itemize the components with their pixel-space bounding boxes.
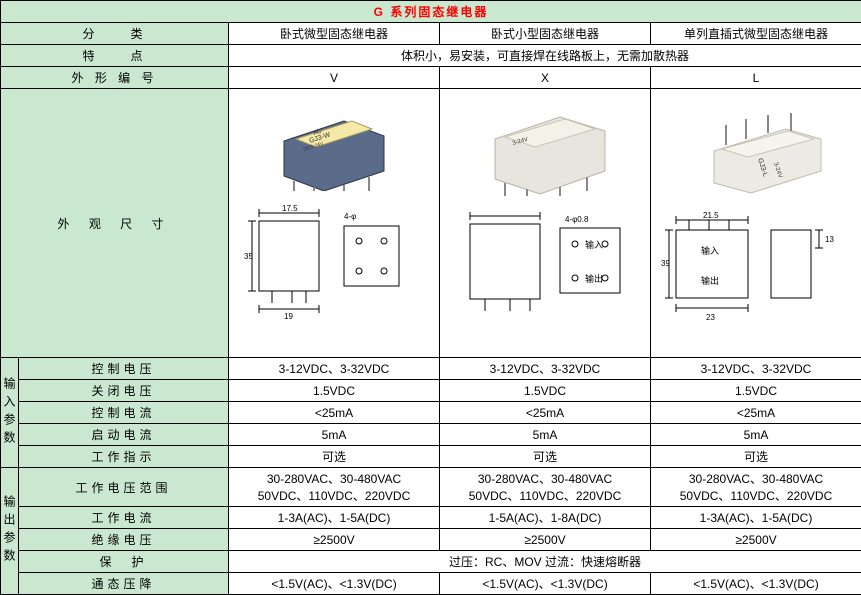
in-4-x: 可选 xyxy=(440,446,651,468)
in-2-v: <25mA xyxy=(229,402,440,424)
out-0-v: 30-280VAC、30-480VAC 50VDC、110VDC、220VDC xyxy=(229,468,440,507)
in-3-x: 5mA xyxy=(440,424,651,446)
relay-photo-v: AC GJ3-W DC3-24V xyxy=(264,101,404,191)
in-0-l: 3-12VDC、3-32VDC xyxy=(651,358,861,380)
out-0-label: 工作电压范围 xyxy=(19,468,229,507)
table-title: G 系列固态继电器 xyxy=(1,1,861,23)
ondrop-label: 通态压降 xyxy=(19,573,229,595)
out-2-x: ≥2500V xyxy=(440,529,651,551)
in-1-x: 1.5VDC xyxy=(440,380,651,402)
svg-text:输出: 输出 xyxy=(701,275,719,286)
row-dimension-label: 外 观 尺 寸 xyxy=(1,89,229,358)
in-4-l: 可选 xyxy=(651,446,861,468)
svg-text:17.5: 17.5 xyxy=(282,204,298,213)
out-2-label: 绝缘电压 xyxy=(19,529,229,551)
svg-text:输出: 输出 xyxy=(585,273,603,284)
in-3-v: 5mA xyxy=(229,424,440,446)
in-0-v: 3-12VDC、3-32VDC xyxy=(229,358,440,380)
spec-table: G 系列固态继电器 分 类 卧式微型固态继电器 卧式小型固态继电器 单列直插式微… xyxy=(0,0,861,595)
svg-text:21.5: 21.5 xyxy=(703,211,719,220)
in-3-label: 启动电流 xyxy=(19,424,229,446)
shapecode-l: L xyxy=(651,67,861,89)
protection-text: 过压：RC、MOV 过流：快速熔断器 xyxy=(229,551,861,573)
out-1-v: 1-3A(AC)、1-5A(DC) xyxy=(229,507,440,529)
side-input-label: 输入参数 xyxy=(1,358,19,468)
ondrop-v: <1.5V(AC)、<1.3V(DC) xyxy=(229,573,440,595)
out-0-l: 30-280VAC、30-480VAC 50VDC、110VDC、220VDC xyxy=(651,468,861,507)
shapecode-x: X xyxy=(440,67,651,89)
svg-text:23: 23 xyxy=(706,313,715,322)
in-3-l: 5mA xyxy=(651,424,861,446)
in-1-v: 1.5VDC xyxy=(229,380,440,402)
in-4-v: 可选 xyxy=(229,446,440,468)
dimension-drawing-x: 输入 输出 4-φ0.8 xyxy=(455,206,635,326)
dimension-drawing-v: 17.5 35 19 4-φ xyxy=(244,201,424,321)
image-cell-v: AC GJ3-W DC3-24V 17.5 xyxy=(229,89,440,358)
svg-text:35: 35 xyxy=(244,252,253,261)
shapecode-v: V xyxy=(229,67,440,89)
features-text: 体积小，易安装，可直接焊在线路板上，无需加散热器 xyxy=(229,45,861,67)
svg-text:4-φ0.8: 4-φ0.8 xyxy=(565,215,589,224)
in-1-l: 1.5VDC xyxy=(651,380,861,402)
relay-photo-l: GJ3-L 3-24V xyxy=(681,101,831,196)
out-2-v: ≥2500V xyxy=(229,529,440,551)
row-shapecode-label: 外 形 编 号 xyxy=(1,67,229,89)
in-2-l: <25mA xyxy=(651,402,861,424)
out-1-x: 1-5A(AC)、1-8A(DC) xyxy=(440,507,651,529)
svg-text:4-φ: 4-φ xyxy=(344,212,356,221)
ondrop-l: <1.5V(AC)、<1.3V(DC) xyxy=(651,573,861,595)
out-0-x: 30-280VAC、30-480VAC 50VDC、110VDC、220VDC xyxy=(440,468,651,507)
category-v: 卧式微型固态继电器 xyxy=(229,23,440,45)
out-1-label: 工作电流 xyxy=(19,507,229,529)
ondrop-x: <1.5V(AC)、<1.3V(DC) xyxy=(440,573,651,595)
category-x: 卧式小型固态继电器 xyxy=(440,23,651,45)
row-feature-label: 特 点 xyxy=(1,45,229,67)
image-cell-l: GJ3-L 3-24V 21.5 39 xyxy=(651,89,861,358)
svg-text:19: 19 xyxy=(284,312,293,321)
row-category-label: 分 类 xyxy=(1,23,229,45)
out-2-l: ≥2500V xyxy=(651,529,861,551)
svg-text:39: 39 xyxy=(661,259,670,268)
protection-label: 保 护 xyxy=(19,551,229,573)
svg-text:13: 13 xyxy=(825,235,834,244)
svg-text:输入: 输入 xyxy=(585,239,603,250)
relay-photo-x: 3-24V xyxy=(470,101,620,196)
in-2-x: <25mA xyxy=(440,402,651,424)
category-l: 单列直插式微型固态继电器 xyxy=(651,23,861,45)
svg-text:输入: 输入 xyxy=(701,245,719,256)
side-output-label: 输出参数 xyxy=(1,468,19,595)
image-cell-x: 3-24V 输入 xyxy=(440,89,651,358)
in-4-label: 工作指示 xyxy=(19,446,229,468)
dimension-drawing-l: 21.5 39 输入 输出 23 13 xyxy=(661,206,851,326)
in-0-label: 控制电压 xyxy=(19,358,229,380)
in-0-x: 3-12VDC、3-32VDC xyxy=(440,358,651,380)
in-2-label: 控制电流 xyxy=(19,402,229,424)
in-1-label: 关闭电压 xyxy=(19,380,229,402)
out-1-l: 1-3A(AC)、1-5A(DC) xyxy=(651,507,861,529)
